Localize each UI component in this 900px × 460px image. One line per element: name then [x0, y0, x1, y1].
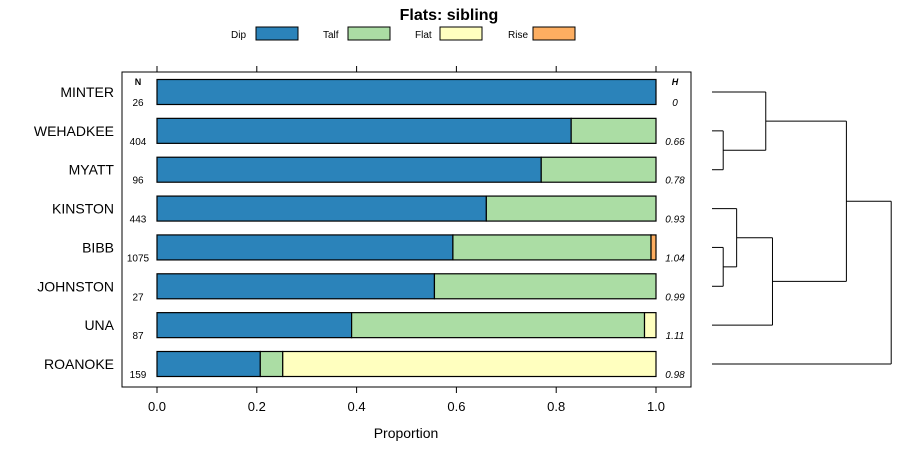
n-value: 1075: [127, 253, 150, 264]
row-label: JOHNSTON: [37, 278, 114, 294]
legend-label-dip: Dip: [231, 30, 246, 41]
bar-segment-dip: [156, 195, 487, 222]
h-value: 1.04: [665, 253, 685, 264]
bar-segment-flat: [282, 350, 657, 378]
row-kinston: KINSTON 443 0.93: [52, 195, 685, 226]
bar-segment-talf: [351, 312, 646, 339]
bar-segment-dip: [156, 156, 542, 183]
row-label: MYATT: [69, 162, 115, 178]
h-value: 1.11: [666, 331, 685, 342]
n-value: 404: [130, 137, 147, 148]
legend-swatch-flat: [439, 26, 483, 41]
h-value: 0.93: [665, 215, 685, 226]
bar-segment-talf: [259, 350, 284, 378]
n-value: 159: [130, 370, 147, 381]
h-value: 0.98: [665, 370, 685, 381]
bar-segment-rise: [650, 234, 657, 261]
legend: Dip Talf Flat Rise: [231, 26, 576, 41]
bar-segment-talf: [433, 273, 657, 300]
bar-segment-dip: [156, 273, 436, 300]
x-axis: 0.0 0.2 0.4 0.6 0.8 1.0: [148, 387, 665, 414]
bar-segment-talf: [570, 117, 657, 144]
row-label: MINTER: [60, 84, 114, 100]
plot-frame: [121, 71, 692, 388]
h-value: 0.78: [665, 176, 685, 187]
bar-segment-dip: [156, 234, 454, 261]
dendrogram: [712, 91, 892, 365]
bar-segment-talf: [540, 156, 657, 183]
bar-segment-dip: [156, 78, 657, 106]
bar-rows: MINTER 26 0 WEHADKEE 404 0.66 MYATT 96 0.78 KINST…: [34, 78, 685, 381]
h-value: 0.99: [665, 292, 685, 303]
x-tick-label: 0.4: [348, 399, 366, 414]
legend-label-flat: Flat: [415, 30, 432, 41]
row-label: UNA: [84, 317, 114, 333]
row-roanoke: ROANOKE 159 0.98: [44, 350, 685, 381]
h-value: 0: [672, 98, 678, 109]
h-value: 0.66: [665, 137, 685, 148]
x-tick-label: 0.6: [447, 399, 465, 414]
n-value: 26: [132, 98, 144, 109]
bar-segment-talf: [485, 195, 657, 222]
row-minter: MINTER 26 0: [60, 78, 678, 109]
n-value: 443: [130, 215, 147, 226]
legend-label-rise: Rise: [508, 30, 528, 41]
legend-swatch-talf: [347, 26, 391, 41]
top-axis-ticks: [156, 66, 657, 72]
bar-segment-dip: [156, 117, 572, 144]
legend-swatch-dip: [255, 26, 299, 41]
bar-segment-dip: [156, 350, 261, 378]
h-column-header: H: [672, 77, 679, 87]
row-myatt: MYATT 96 0.78: [69, 156, 685, 187]
row-label: ROANOKE: [44, 356, 114, 372]
row-bibb: BIBB 1075 1.04: [82, 234, 685, 264]
x-tick-label: 1.0: [647, 399, 665, 414]
bar-segment-flat: [643, 312, 657, 339]
row-johnston: JOHNSTON 27 0.99: [37, 273, 685, 303]
x-tick-label: 0.8: [547, 399, 565, 414]
legend-label-talf: Talf: [323, 30, 339, 41]
row-una: UNA 87 1.11: [84, 312, 685, 342]
row-label: BIBB: [82, 239, 114, 255]
bar-segment-dip: [156, 312, 353, 339]
n-value: 87: [132, 331, 144, 342]
x-tick-label: 0.2: [248, 399, 266, 414]
bar-segment-talf: [452, 234, 652, 261]
n-column-header: N: [135, 77, 142, 87]
n-value: 96: [132, 176, 144, 187]
x-tick-label: 0.0: [148, 399, 166, 414]
legend-swatch-rise: [532, 26, 576, 41]
row-label: WEHADKEE: [34, 123, 114, 139]
row-wehadkee: WEHADKEE 404 0.66: [34, 117, 685, 148]
chart-title: Flats: sibling: [400, 7, 499, 24]
row-label: KINSTON: [52, 201, 114, 217]
x-axis-title: Proportion: [374, 425, 439, 441]
n-value: 27: [132, 292, 144, 303]
